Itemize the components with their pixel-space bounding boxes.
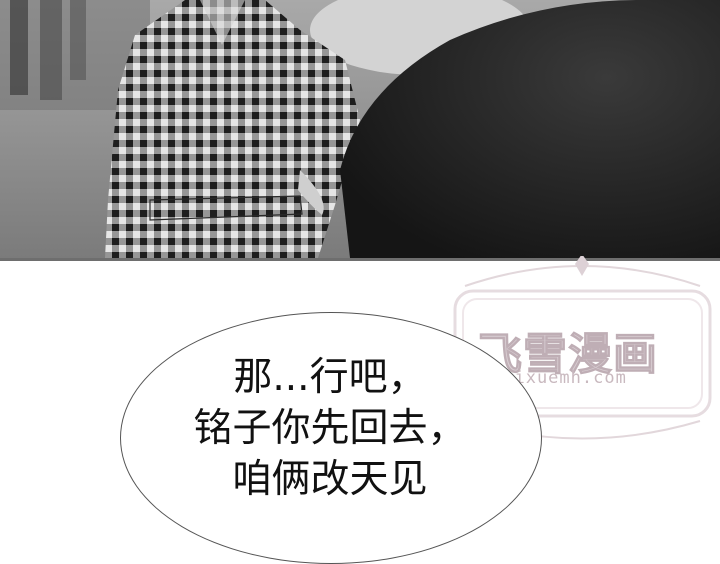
background-person [70, 0, 86, 80]
woman-figure [105, 0, 360, 258]
dress-belt [149, 195, 303, 221]
watermark-url: feixuemh.com [492, 368, 627, 388]
foreground-man-shoulder [340, 0, 720, 258]
speech-line: 铭子你先回去， [193, 406, 467, 451]
watermark-ornament-top [575, 254, 589, 276]
hand [298, 170, 324, 215]
background-person [40, 0, 62, 100]
speech-line: 那...行吧， [233, 355, 427, 400]
background-person [10, 0, 28, 95]
speech-line: 咱俩改天见 [232, 457, 428, 502]
dress-collar [200, 0, 245, 45]
speech-text: 那...行吧， 铭子你先回去， 咱俩改天见 [120, 352, 540, 505]
panel-border [0, 258, 720, 261]
comic-panel [0, 0, 720, 258]
panel-illustration [0, 0, 720, 258]
